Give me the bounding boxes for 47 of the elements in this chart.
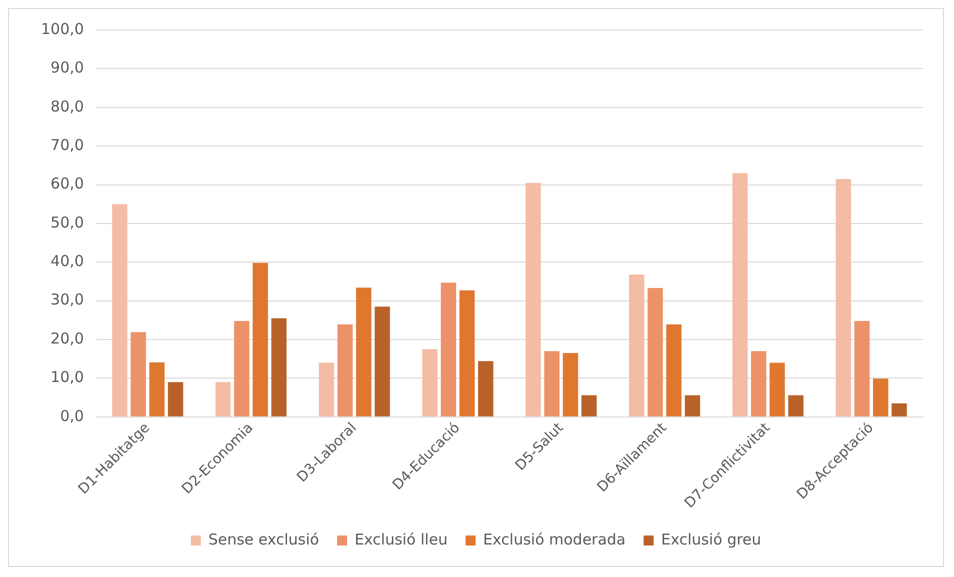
legend-label: Sense exclusió: [208, 530, 320, 548]
bar: [478, 361, 494, 416]
bar: [130, 332, 146, 416]
legend-label: Exclusió moderada: [483, 530, 626, 548]
y-tick-label: 30,0: [50, 290, 84, 309]
bar: [422, 349, 438, 416]
bar: [648, 288, 663, 416]
y-tick-label: 40,0: [50, 252, 84, 270]
bar: [872, 378, 888, 416]
bar: [666, 324, 682, 416]
bar: [750, 351, 766, 416]
bar: [337, 324, 353, 416]
legend-label: Exclusió greu: [661, 530, 762, 548]
y-tick-label: 100,0: [40, 20, 84, 38]
bar: [459, 290, 475, 416]
bar: [318, 362, 334, 416]
bar: [149, 362, 165, 416]
y-tick-label: 80,0: [50, 97, 84, 116]
bar: [854, 320, 870, 416]
bar: [112, 204, 128, 416]
bar: [356, 288, 372, 416]
y-tick-label: 20,0: [50, 329, 84, 348]
y-tick-label: 90,0: [50, 58, 84, 77]
bar: [215, 382, 231, 416]
bar: [526, 182, 541, 416]
y-tick-label: 0,0: [60, 406, 84, 425]
y-tick-label: 60,0: [50, 174, 84, 193]
bar: [271, 318, 287, 416]
bar: [836, 178, 852, 416]
y-tick-label: 70,0: [50, 136, 84, 154]
bar: [440, 282, 456, 416]
bar: [374, 306, 390, 416]
bar: [892, 403, 907, 416]
y-tick-label: 50,0: [50, 213, 84, 232]
bar: [234, 320, 250, 416]
bar: [788, 395, 804, 416]
bar: [684, 395, 700, 416]
bar: [732, 173, 748, 416]
bar: [562, 353, 578, 416]
y-tick-label: 10,0: [50, 368, 84, 386]
bar: [770, 362, 785, 416]
legend-label: Exclusió lleu: [354, 530, 448, 548]
bar: [252, 262, 268, 416]
bar: [544, 351, 560, 416]
bar: [629, 274, 644, 416]
bar: [168, 382, 184, 416]
bar: [581, 395, 597, 416]
